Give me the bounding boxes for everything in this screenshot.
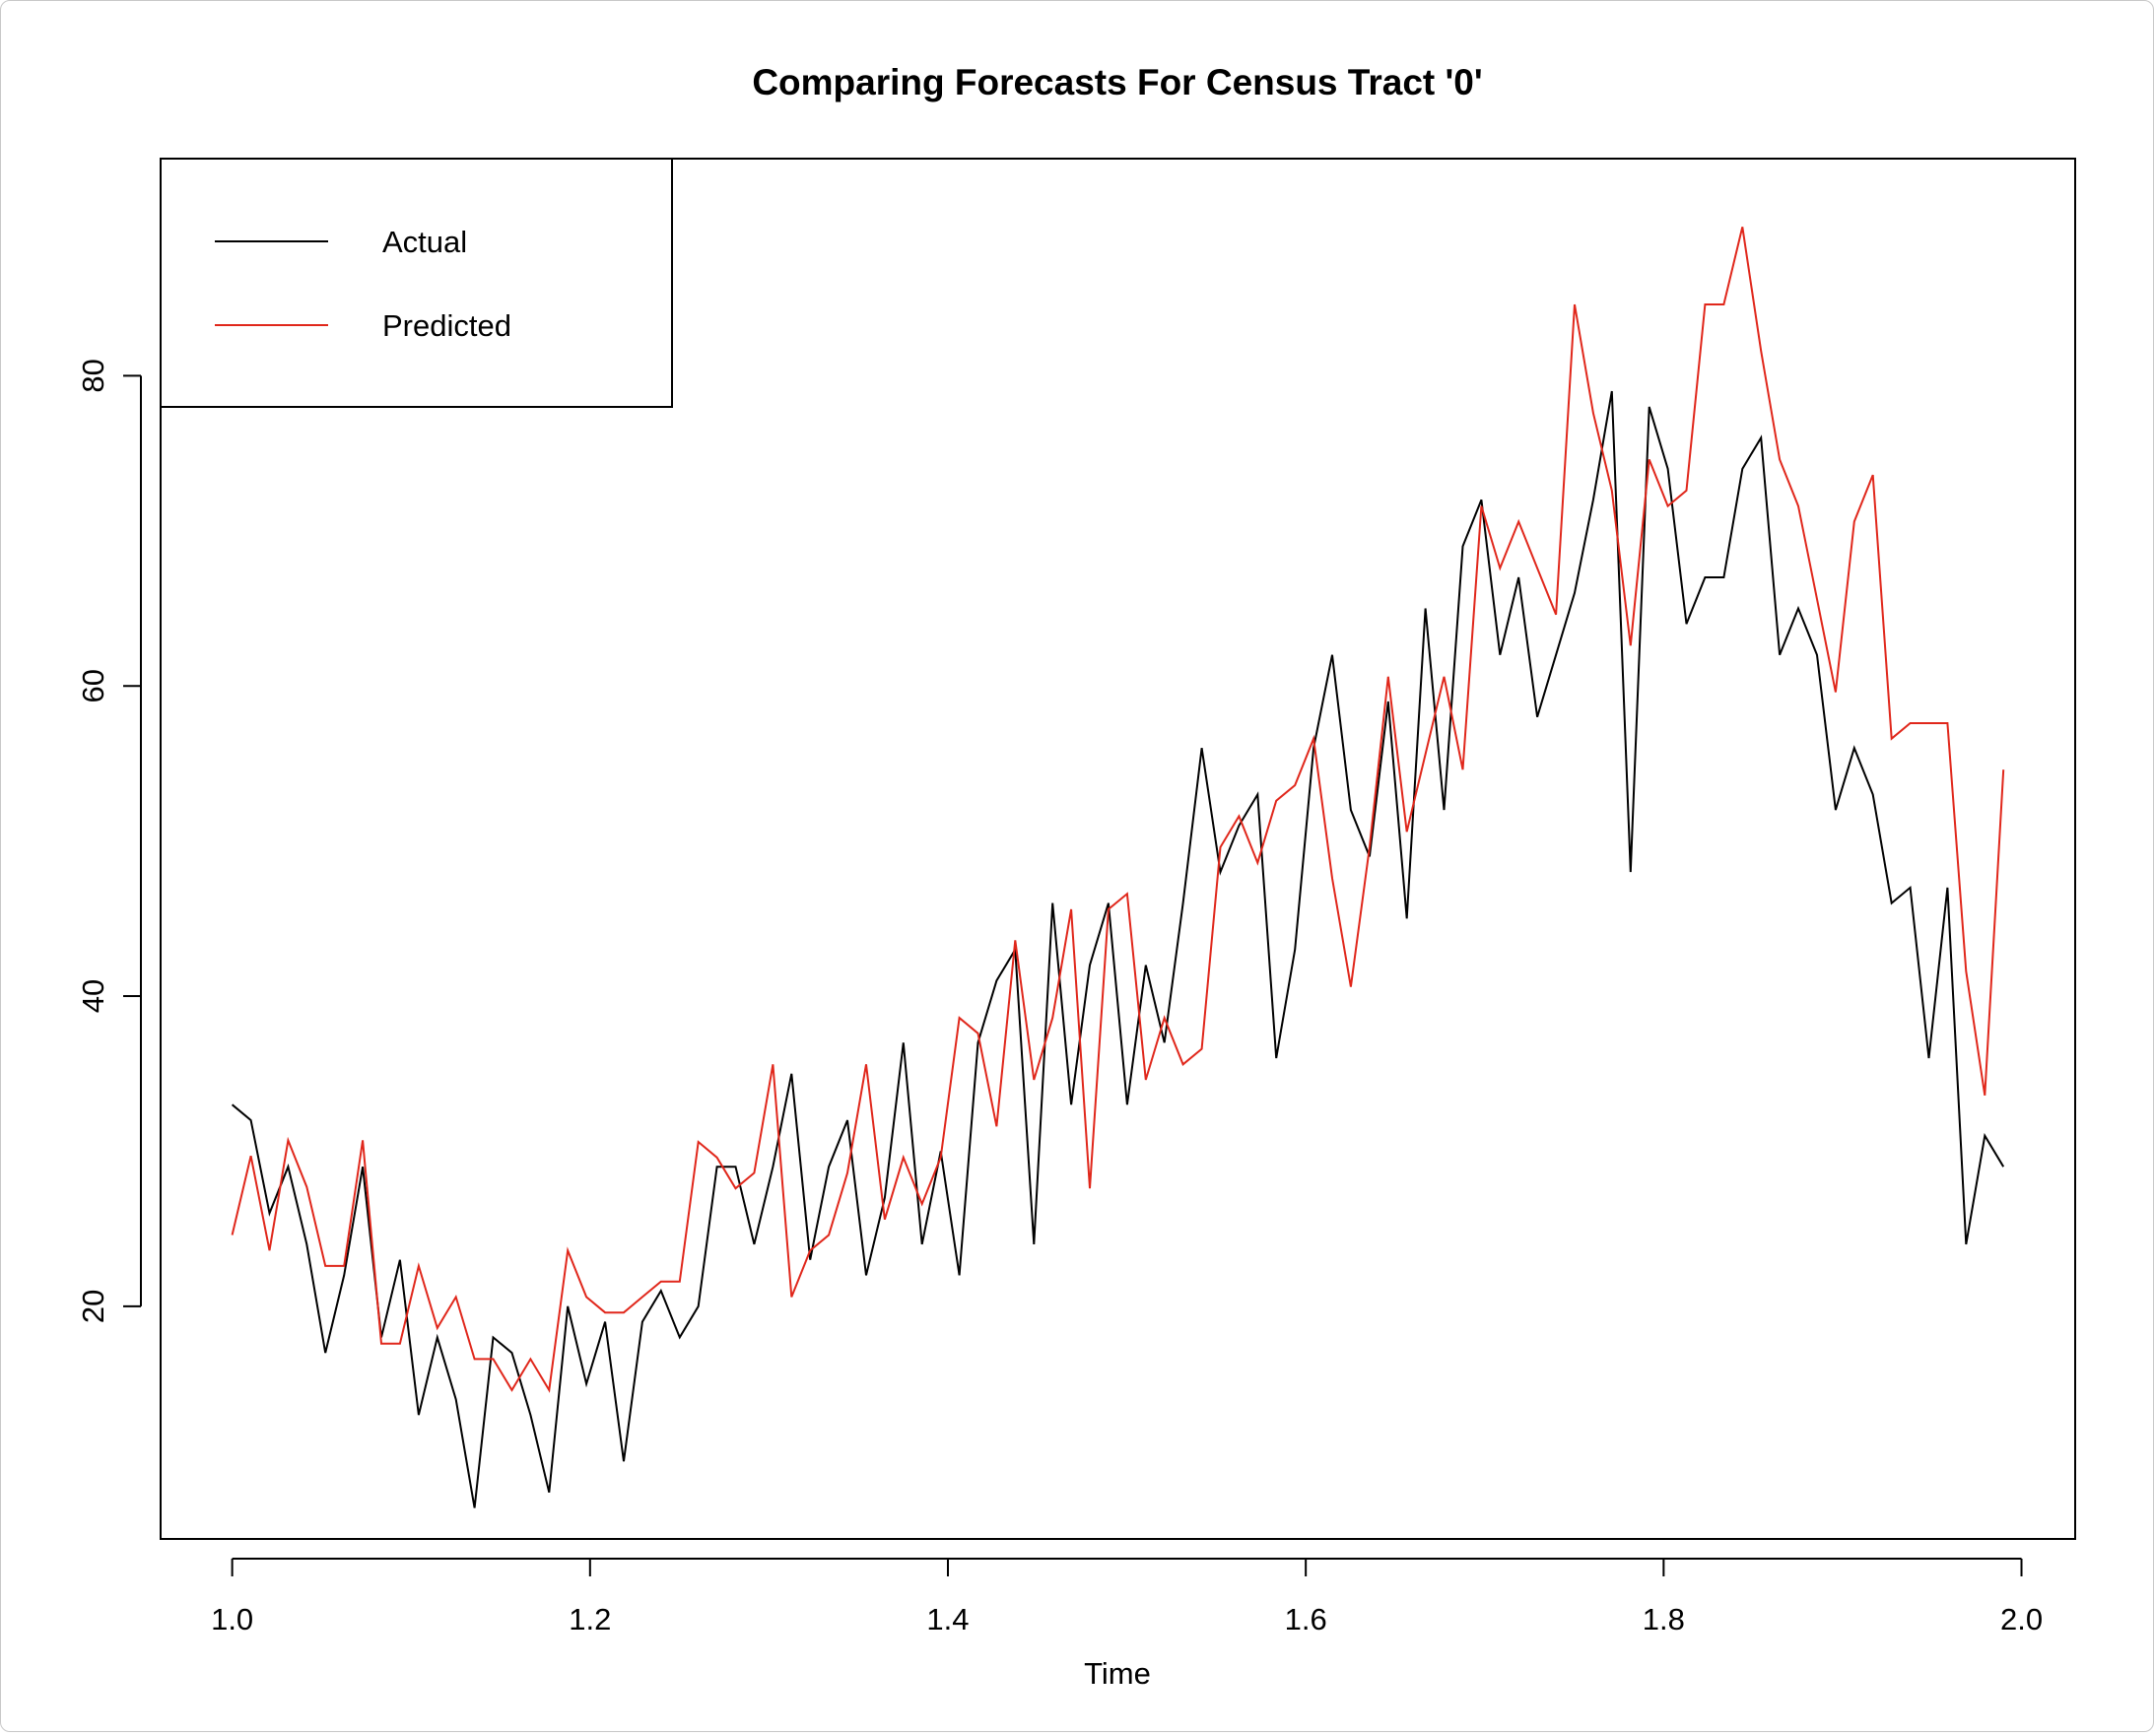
legend-box [160,158,673,408]
series-line-predicted [231,227,2005,1393]
x-tick-label: 1.8 [1643,1602,1685,1636]
x-tick-label: 1.4 [926,1602,969,1636]
plot-frame [160,158,2076,1540]
legend: Actual Predicted [160,158,673,408]
legend-label-predicted: Predicted [382,308,511,343]
y-tick-label: 80 [76,359,110,392]
x-tick-label: 2.0 [2000,1602,2043,1636]
y-tick-label: 20 [76,1290,110,1323]
x-tick-label: 1.2 [569,1602,611,1636]
series-layer [231,227,2005,1508]
x-axis: 1.0 1.2 1.4 1.6 1.8 2.0 [211,1558,2043,1636]
x-tick-label: 1.6 [1285,1602,1327,1636]
series-line-actual [231,390,2005,1508]
legend-label-actual: Actual [382,225,467,259]
x-axis-label: Time [1084,1656,1151,1691]
chart-title: Comparing Forecasts For Census Tract '0' [752,62,1482,102]
y-tick-label: 40 [76,979,110,1013]
y-axis: 20 40 60 80 [76,359,142,1323]
x-tick-label: 1.0 [211,1602,253,1636]
y-tick-label: 60 [76,669,110,702]
